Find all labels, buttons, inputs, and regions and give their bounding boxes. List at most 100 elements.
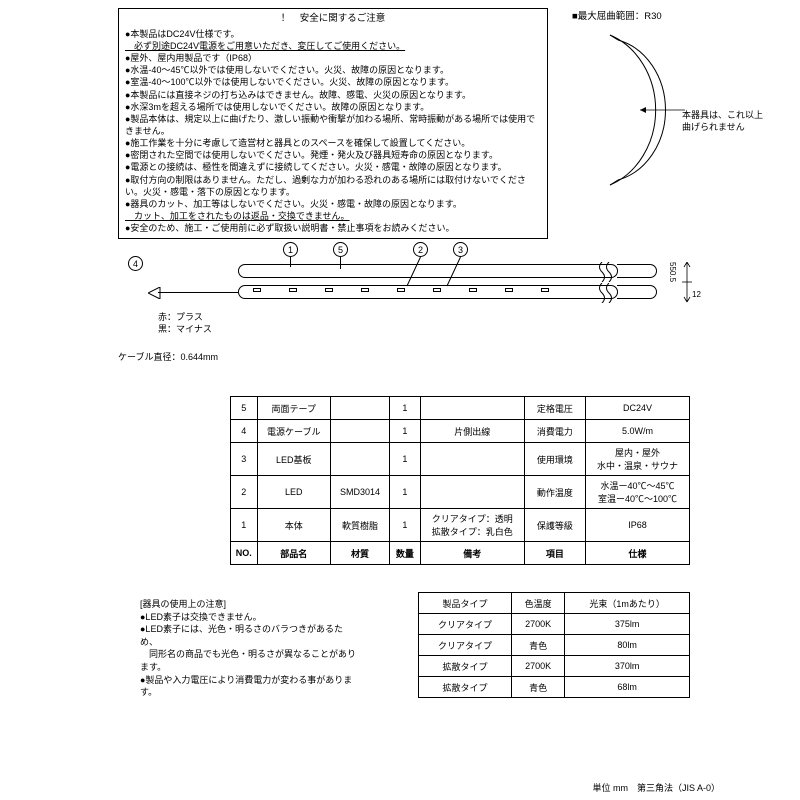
table-cell: 370lm: [565, 656, 690, 677]
table-cell: [420, 443, 524, 476]
safety-notice-box: ！ 安全に関するご注意 ●本製品はDC24V仕様です。 必ず別途DC24V電源を…: [118, 8, 548, 239]
table-cell: 2700K: [512, 656, 565, 677]
table-cell: 1: [390, 476, 421, 509]
table-header-cell: 色温度: [512, 593, 565, 614]
table-cell: DC24V: [585, 397, 689, 420]
usage-line: ●LED素子は交換できません。: [140, 611, 360, 624]
table-row: 2LEDSMD30141動作温度水温ー40℃～45℃ 室温ー40℃～100℃: [231, 476, 690, 509]
safety-line: カット、加工をされたものは返品・交換できません。: [125, 210, 541, 222]
dim-arrows: [682, 262, 692, 304]
callout-4: 4: [128, 256, 143, 271]
bend-label: ■最大屈曲範囲：R30: [572, 8, 662, 22]
table-cell: 1: [390, 509, 421, 542]
table-cell: 青色: [512, 635, 565, 656]
table-cell: クリアタイプ: [419, 614, 512, 635]
parts-table: 5両面テープ 1 定格電圧DC24V4電源ケーブル1片側出線消費電力5.0W/m3L…: [230, 396, 690, 565]
table-cell: 拡散タイプ: [419, 656, 512, 677]
led-markers: [253, 288, 549, 292]
table-cell: 80lm: [565, 635, 690, 656]
table-row: NO.部品名材質数量備考項目仕様: [231, 542, 690, 565]
table-cell: 水温ー40℃～45℃ 室温ー40℃～100℃: [585, 476, 689, 509]
table-cell: 2: [231, 476, 258, 509]
table-cell: [420, 397, 524, 420]
table-cell: 3: [231, 443, 258, 476]
table-cell: 4: [231, 420, 258, 443]
table-cell: 備考: [420, 542, 524, 565]
table-cell: [330, 443, 389, 476]
dimension-550: 550.5: [668, 262, 677, 282]
bend-note: 本器具は、これ以上 曲げられません: [682, 110, 763, 133]
cable-diameter: ケーブル直径：0.644mm: [118, 350, 218, 363]
table-row: 5両面テープ 1 定格電圧DC24V: [231, 397, 690, 420]
table-cell: [330, 420, 389, 443]
table-row: 1本体軟質樹脂1クリアタイプ：透明 拡散タイプ：乳白色保護等級IP68: [231, 509, 690, 542]
safety-line: ●水温-40～45℃以外では使用しないでください。火災、故障の原因となります。: [125, 64, 541, 76]
strip-top: [238, 264, 618, 278]
table-cell: SMD3014: [330, 476, 389, 509]
safety-line: ●電源との接続は、極性を間違えずに接続してください。火災・感電・故障の原因となり…: [125, 161, 541, 173]
table-cell: IP68: [585, 509, 689, 542]
safety-line: ●屋外、屋内用製品です（IP68）: [125, 52, 541, 64]
table-cell: 項目: [524, 542, 585, 565]
table-row: クリアタイプ2700K375lm: [419, 614, 690, 635]
usage-line: ●LED素子には、光色・明るさのバラつきがあるため、: [140, 623, 360, 648]
table-cell: [420, 476, 524, 509]
table-cell: 5: [231, 397, 258, 420]
table-header-cell: 製品タイプ: [419, 593, 512, 614]
table-row: 拡散タイプ青色68lm: [419, 677, 690, 698]
table-cell: 保護等級: [524, 509, 585, 542]
table-cell: NO.: [231, 542, 258, 565]
safety-line: ●取付方向の制限はありません。ただし、過剰な力が加わる恐れのある場所には取付けな…: [125, 174, 541, 198]
callout-3: 3: [453, 242, 468, 257]
usage-title: [器具の使用上の注意]: [140, 598, 360, 611]
wire-arrow-icon: [148, 287, 162, 299]
safety-line: ●本製品はDC24V仕様です。: [125, 28, 541, 40]
safety-line: ●密閉された空間では使用しないでください。発煙・発火及び器具短寿命の原因となりま…: [125, 149, 541, 161]
table-row: 製品タイプ色温度光束（1mあたり）: [419, 593, 690, 614]
table-cell: [330, 397, 389, 420]
table-cell: 消費電力: [524, 420, 585, 443]
table-cell: 1: [390, 443, 421, 476]
table-cell: 2700K: [512, 614, 565, 635]
table-cell: 1: [231, 509, 258, 542]
safety-line: ●水深3mを超える場所では使用しないでください。故障の原因となります。: [125, 101, 541, 113]
table-cell: 仕様: [585, 542, 689, 565]
table-cell: LED: [257, 476, 330, 509]
black-label: 黒：マイナス: [158, 322, 212, 335]
safety-line: ●安全のため、施工・ご使用前に必ず取扱い説明書・禁止事項をお読みください。: [125, 222, 541, 234]
safety-line: ●器具のカット、加工等はしないでください。火災・感電・故障の原因となります。: [125, 198, 541, 210]
safety-line: ●製品本体は、規定以上に曲げたり、激しい振動や衝撃が加わる場所、常時振動がある場…: [125, 113, 541, 137]
usage-line: ●製品や入力電圧により消費電力が変わる事があります。: [140, 674, 360, 699]
usage-notes: [器具の使用上の注意] ●LED素子は交換できません。●LED素子には、光色・明…: [140, 598, 360, 699]
table-cell: 68lm: [565, 677, 690, 698]
table-row: 拡散タイプ2700K370lm: [419, 656, 690, 677]
safety-lines: ●本製品はDC24V仕様です。 必ず別途DC24V電源をご用意いただき、変圧して…: [125, 28, 541, 234]
product-diagram: 1 2 3 4 5 赤：プラス 黒：マイナス ケーブル直径：0.644mm: [118, 262, 678, 357]
table-row: クリアタイプ青色80lm: [419, 635, 690, 656]
safety-line: ●本製品には直接ネジの打ち込みはできません。故障、感電、火災の原因となります。: [125, 89, 541, 101]
table-cell: 1: [390, 397, 421, 420]
callout-2: 2: [413, 242, 428, 257]
safety-line: 必ず別途DC24V電源をご用意いただき、変圧してご使用ください。: [125, 40, 541, 52]
table-cell: 両面テープ: [257, 397, 330, 420]
table-cell: 青色: [512, 677, 565, 698]
table-cell: 電源ケーブル: [257, 420, 330, 443]
table-cell: クリアタイプ：透明 拡散タイプ：乳白色: [420, 509, 524, 542]
safety-line: ●施工作業を十分に考慮して造営材と器具とのスペースを確保して設置してください。: [125, 137, 541, 149]
table-cell: 本体: [257, 509, 330, 542]
table-cell: 部品名: [257, 542, 330, 565]
table-cell: 材質: [330, 542, 389, 565]
safety-title: ！ 安全に関するご注意: [125, 13, 541, 26]
table-cell: 数量: [390, 542, 421, 565]
table-cell: 定格電圧: [524, 397, 585, 420]
table-cell: 片側出線: [420, 420, 524, 443]
callout-1: 1: [283, 242, 298, 257]
table-cell: 375lm: [565, 614, 690, 635]
usage-line: 同形名の商品でも光色・明るさが異なることがあります。: [140, 648, 360, 673]
safety-line: ●室温-40～100℃以外では使用しないでください。火災、故障の原因となります。: [125, 76, 541, 88]
footer-note: 単位 mm 第三角法（JIS A-0）: [592, 781, 720, 794]
table-cell: LED基板: [257, 443, 330, 476]
table-row: 4電源ケーブル1片側出線消費電力5.0W/m: [231, 420, 690, 443]
table-header-cell: 光束（1mあたり）: [565, 593, 690, 614]
table-cell: クリアタイプ: [419, 635, 512, 656]
